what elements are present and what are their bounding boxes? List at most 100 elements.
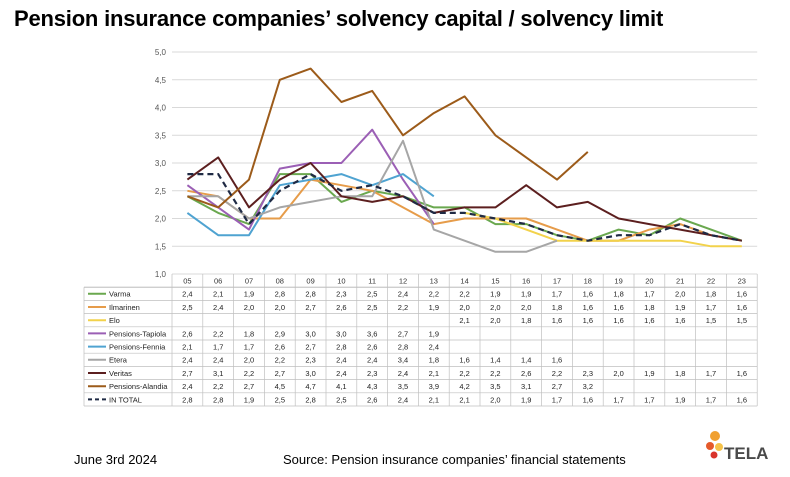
data-label: 2,2 <box>459 290 469 299</box>
data-label: 4,7 <box>305 382 315 391</box>
x-tick-label: 08 <box>276 277 284 286</box>
y-tick-label: 4,5 <box>155 76 167 85</box>
data-label: 2,0 <box>675 290 685 299</box>
data-label: 1,6 <box>583 395 593 404</box>
data-label: 1,6 <box>583 303 593 312</box>
data-label: 1,6 <box>737 290 747 299</box>
data-label: 2,5 <box>275 395 285 404</box>
data-label: 1,7 <box>644 290 654 299</box>
data-label: 1,7 <box>213 343 223 352</box>
x-tick-label: 11 <box>368 277 376 286</box>
data-label: 2,0 <box>521 303 531 312</box>
data-label: 1,6 <box>459 356 469 365</box>
y-tick-label: 2,0 <box>155 215 167 224</box>
data-label: 1,8 <box>675 369 685 378</box>
data-label: 2,1 <box>459 316 469 325</box>
data-label: 2,8 <box>275 290 285 299</box>
y-tick-label: 3,5 <box>155 131 167 140</box>
data-label: 1,8 <box>521 316 531 325</box>
data-label: 1,7 <box>244 343 254 352</box>
data-label: 2,8 <box>305 290 315 299</box>
data-label: 2,2 <box>213 329 223 338</box>
data-label: 2,0 <box>244 303 254 312</box>
data-label: 1,6 <box>675 316 685 325</box>
data-label: 2,0 <box>244 356 254 365</box>
data-label: 2,6 <box>275 343 285 352</box>
x-tick-label: 05 <box>183 277 191 286</box>
data-label: 2,0 <box>490 316 500 325</box>
data-label: 2,7 <box>305 303 315 312</box>
data-label: 1,4 <box>490 356 500 365</box>
legend-label: Veritas <box>109 369 132 378</box>
data-label: 2,0 <box>490 303 500 312</box>
data-label: 1,9 <box>675 303 685 312</box>
data-label: 2,2 <box>275 356 285 365</box>
data-label: 2,1 <box>182 343 192 352</box>
data-label: 1,9 <box>429 329 439 338</box>
y-tick-label: 3,0 <box>155 159 167 168</box>
y-tick-label: 4,0 <box>155 104 167 113</box>
data-label: 1,7 <box>552 395 562 404</box>
series-lines <box>186 67 743 253</box>
data-label: 2,4 <box>398 369 408 378</box>
data-label: 3,1 <box>213 369 223 378</box>
data-label: 2,2 <box>459 369 469 378</box>
x-tick-label: 18 <box>584 277 592 286</box>
x-tick-label: 16 <box>522 277 530 286</box>
x-tick-label: 19 <box>614 277 622 286</box>
data-label: 2,4 <box>429 343 439 352</box>
footer-date: June 3rd 2024 <box>74 452 158 467</box>
data-label: 4,2 <box>459 382 469 391</box>
line-chart-with-data-table: 1,0 1,5 2,0 2,5 3,0 3,5 4,0 4,5 5,0 05 06 07 08 09 10… <box>83 48 758 407</box>
data-label: 1,6 <box>583 316 593 325</box>
data-label: 1,9 <box>521 395 531 404</box>
data-label: 3,2 <box>583 382 593 391</box>
data-label: 1,6 <box>552 356 562 365</box>
data-label: 3,4 <box>398 356 408 365</box>
data-label: 3,9 <box>429 382 439 391</box>
data-label: 2,7 <box>305 343 315 352</box>
data-label: 2,6 <box>336 303 346 312</box>
data-label: 2,4 <box>182 290 192 299</box>
x-tick-label: 13 <box>430 277 438 286</box>
data-label: 3,6 <box>367 329 377 338</box>
data-label: 2,4 <box>398 290 408 299</box>
data-label: 2,8 <box>305 395 315 404</box>
data-label: 3,0 <box>336 329 346 338</box>
data-label: 2,7 <box>398 329 408 338</box>
series-line-pensions-alandia <box>187 67 589 209</box>
x-tick-label: 23 <box>738 277 746 286</box>
data-label: 1,6 <box>583 290 593 299</box>
data-label: 1,9 <box>675 395 685 404</box>
data-label: 1,8 <box>613 290 623 299</box>
data-label: 1,6 <box>737 369 747 378</box>
series-line-pensions-fennia <box>186 173 435 237</box>
data-label: 3,0 <box>305 329 315 338</box>
data-label: 1,8 <box>429 356 439 365</box>
x-tick-label: 21 <box>676 277 684 286</box>
data-label: 2,4 <box>367 356 377 365</box>
data-label: 2,6 <box>182 329 192 338</box>
data-label: 2,4 <box>336 356 346 365</box>
data-label: 1,9 <box>429 303 439 312</box>
data-label: 1,4 <box>521 356 531 365</box>
data-label: 2,4 <box>336 369 346 378</box>
data-label: 2,0 <box>490 395 500 404</box>
data-label: 2,1 <box>429 369 439 378</box>
x-tick-label: 10 <box>337 277 345 286</box>
data-label: 3,1 <box>521 382 531 391</box>
x-tick-label: 14 <box>460 277 468 286</box>
data-label: 2,5 <box>367 290 377 299</box>
x-tick-label: 12 <box>399 277 407 286</box>
data-label: 2,7 <box>275 369 285 378</box>
data-table: 05 06 07 08 09 10 11 12 13 14 15 16 17 18 19 20 21 22 23 Va… <box>83 274 758 407</box>
data-label: 2,9 <box>275 329 285 338</box>
data-label: 2,2 <box>552 369 562 378</box>
y-tick-label: 1,5 <box>155 242 167 251</box>
data-label: 2,5 <box>336 395 346 404</box>
data-label: 3,5 <box>490 382 500 391</box>
data-label: 2,0 <box>613 369 623 378</box>
data-label: 1,9 <box>244 395 254 404</box>
tela-logo-text: TELA <box>724 444 769 463</box>
data-label: 2,3 <box>336 290 346 299</box>
